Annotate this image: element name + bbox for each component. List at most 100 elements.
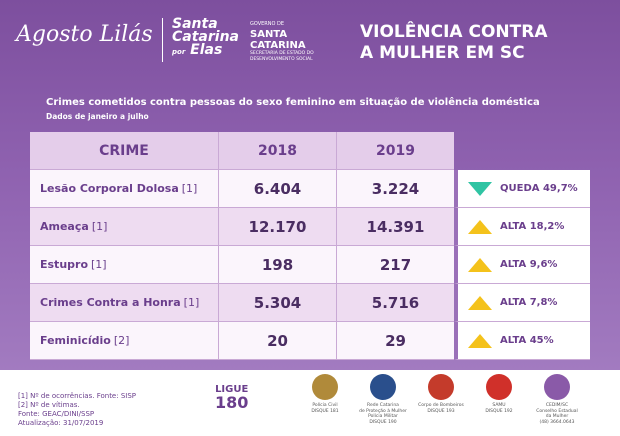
value-2018: 6.404 — [218, 170, 336, 208]
footnote: Atualização: 31/07/2019 — [18, 419, 104, 427]
gov-text: CATARINA — [250, 40, 306, 51]
table-row: Feminicídio [2] 20 29 ALTA 45% — [30, 322, 590, 360]
spacer — [454, 132, 590, 170]
trend-cell: ALTA 7,8% — [454, 284, 590, 322]
table: CRIME 2018 2019 Lesão Corporal Dolosa [1] 6.4… — [30, 132, 590, 360]
trend-text: ALTA 7,8% — [500, 297, 558, 308]
crime-cell: Crimes Contra a Honra [1] — [30, 284, 218, 322]
crime-name: Estupro — [40, 258, 89, 271]
column-header: 2019 — [336, 132, 454, 170]
partner-logo: Rede Catarina de Proteção à Mulher Polícia… — [348, 374, 418, 425]
logo-icon — [486, 374, 512, 400]
partner-logo: Polícia Civil DISQUE 181 — [290, 374, 360, 414]
trend-text: ALTA 18,2% — [500, 221, 565, 232]
column-header: 2018 — [218, 132, 336, 170]
partner-logo: SAMU DISQUE 192 — [464, 374, 534, 414]
crime-cell: Estupro [1] — [30, 246, 218, 284]
crime-cell: Lesão Corporal Dolosa [1] — [30, 170, 218, 208]
campaign: Agosto Lilás — [16, 22, 153, 47]
divider — [162, 18, 163, 62]
crime-note: [1] — [91, 258, 107, 271]
trend-text: ALTA 45% — [500, 335, 554, 346]
logo-text: SAMU — [492, 403, 506, 408]
crime-name: Crimes Contra a Honra — [40, 296, 181, 309]
hotline-label: LIGUE — [215, 384, 249, 395]
logo-text: Santa — [172, 16, 218, 32]
logo-text: Catarina — [172, 29, 239, 45]
trend-text: ALTA 9,6% — [500, 259, 558, 270]
value-2019: 5.716 — [336, 284, 454, 322]
logo-text: Corpo de Bombeiros — [418, 403, 464, 408]
value-2019: 217 — [336, 246, 454, 284]
footnote: [1] Nº de ocorrências. Fonte: SISP — [18, 392, 136, 400]
value-2018: 5.304 — [218, 284, 336, 322]
trend-arrow — [468, 219, 492, 234]
logo-text: Polícia Militar — [368, 414, 398, 419]
value-2018: 20 — [218, 322, 336, 360]
logo-icon — [312, 374, 338, 400]
logo-text: Conselho Estadual — [536, 408, 578, 414]
crime-note: [2] — [113, 334, 130, 347]
partner-logo: CEDIM/SC Conselho Estadual da Mulher (48) 3… — [522, 374, 592, 425]
value-2018: 12.170 — [218, 208, 336, 246]
table-row: Crimes Contra a Honra [1] 5.304 5.716 ALTA 7… — [30, 284, 590, 322]
crime-name: Ameaça — [40, 220, 89, 233]
trend-cell: ALTA 18,2% — [454, 208, 590, 246]
gov-text: DESENVOLVIMENTO SOCIAL — [250, 57, 313, 62]
logo-text: DISQUE 190 — [369, 419, 397, 425]
trend-arrow — [468, 257, 492, 272]
table-row: Ameaça [1] 12.170 14.391 ALTA 18,2% — [30, 208, 590, 246]
logo-text: CEDIM/SC — [545, 403, 569, 408]
gov-text: SECRETARIA DE ESTADO DO — [250, 51, 314, 56]
logo-icon — [428, 374, 454, 400]
column-header: CRIME — [30, 132, 218, 170]
crime-cell: Ameaça [1] — [30, 208, 218, 246]
logo-text: DISQUE 193 — [427, 408, 455, 414]
crime-name: Lesão Corporal Dolosa — [40, 182, 179, 195]
logo-text: da Mulher — [545, 414, 569, 419]
crime-note: [1] — [181, 182, 198, 195]
trend-text: QUEDA 49,7% — [500, 183, 578, 194]
table-row: Lesão Corporal Dolosa [1] 6.404 3.224 QUEDA … — [30, 170, 590, 208]
crime-note: [1] — [183, 296, 200, 309]
value-2019: 3.224 — [336, 170, 454, 208]
header-row: CRIME 2018 2019 — [30, 132, 590, 170]
logo-sc-elas: Santa Catarina por Elas — [172, 16, 239, 59]
gov-text: GOVERNO DE — [250, 21, 285, 27]
trend-cell: QUEDA 49,7% — [454, 170, 590, 208]
government-logo: GOVERNO DE SANTA CATARINA SECRETARIA DE … — [250, 20, 314, 63]
crime-note: [1] — [91, 220, 108, 233]
subtitle: Crimes cometidos contra pessoas do sexo … — [46, 97, 540, 108]
hotline: LIGUE 180 — [215, 384, 248, 411]
title-line: VIOLÊNCIA CONTRA — [360, 22, 548, 42]
logo-icon — [544, 374, 570, 400]
trend-cell: ALTA 45% — [454, 322, 590, 360]
table-row: Estupro [1] 198 217 ALTA 9,6% — [30, 246, 590, 284]
footer: [1] Nº de ocorrências. Fonte: SISP [2] Nº… — [0, 370, 620, 436]
footnote: Fonte: GEAC/DINI/SSP — [18, 410, 95, 418]
logo-icon — [370, 374, 396, 400]
footnote: [2] Nº de vítimas. — [18, 401, 80, 409]
partner-logo: Corpo de Bombeiros DISQUE 193 — [406, 374, 476, 414]
logo-text: DISQUE 192 — [485, 408, 513, 414]
logo-text: (48) 3664.0643 — [539, 419, 575, 425]
trend-arrow — [468, 295, 492, 310]
title: VIOLÊNCIA CONTRA A MULHER EM SC — [360, 22, 547, 64]
trend-arrow — [468, 333, 492, 348]
gov-text: SANTA — [250, 29, 288, 40]
value-2019: 29 — [336, 322, 454, 360]
value-2019: 14.391 — [336, 208, 454, 246]
crime-name: Feminicídio — [40, 334, 111, 347]
logo-text: Polícia Civil — [312, 403, 338, 408]
footnotes: [1] Nº de ocorrências. Fonte: SISP [2] Nº… — [18, 392, 136, 428]
crime-cell: Feminicídio [2] — [30, 322, 218, 360]
logo-text: por — [172, 48, 186, 56]
logo-text: de Proteção à Mulher — [359, 408, 407, 414]
logo-text: Rede Catarina — [367, 403, 399, 408]
hotline-number: 180 — [215, 393, 249, 412]
period: Dados de janeiro a julho — [46, 112, 149, 121]
title-line: A MULHER EM SC — [360, 43, 525, 63]
trend-cell: ALTA 9,6% — [454, 246, 590, 284]
logo-text: Elas — [190, 42, 223, 58]
